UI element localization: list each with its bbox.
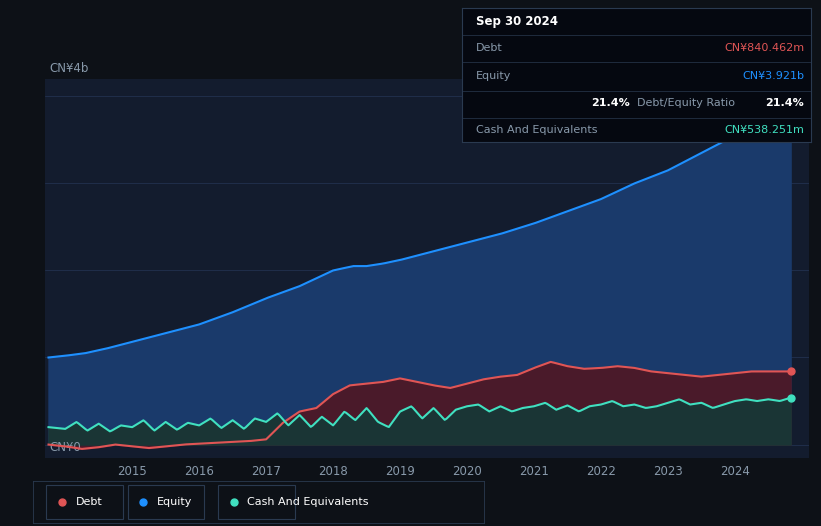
Text: CN¥3.921b: CN¥3.921b bbox=[742, 72, 805, 82]
Text: 21.4%: 21.4% bbox=[591, 98, 630, 108]
Text: Sep 30 2024: Sep 30 2024 bbox=[476, 15, 558, 28]
Text: 21.4%: 21.4% bbox=[765, 98, 805, 108]
Text: Cash And Equivalents: Cash And Equivalents bbox=[476, 125, 598, 135]
Text: CN¥840.462m: CN¥840.462m bbox=[724, 43, 805, 53]
Text: Equity: Equity bbox=[157, 497, 192, 508]
Text: Debt/Equity Ratio: Debt/Equity Ratio bbox=[637, 98, 735, 108]
Text: Cash And Equivalents: Cash And Equivalents bbox=[247, 497, 369, 508]
Text: CN¥4b: CN¥4b bbox=[49, 62, 89, 75]
Text: Debt: Debt bbox=[76, 497, 103, 508]
Text: CN¥538.251m: CN¥538.251m bbox=[724, 125, 805, 135]
Text: CN¥0: CN¥0 bbox=[49, 441, 80, 454]
Text: Equity: Equity bbox=[476, 72, 511, 82]
Text: Debt: Debt bbox=[476, 43, 503, 53]
